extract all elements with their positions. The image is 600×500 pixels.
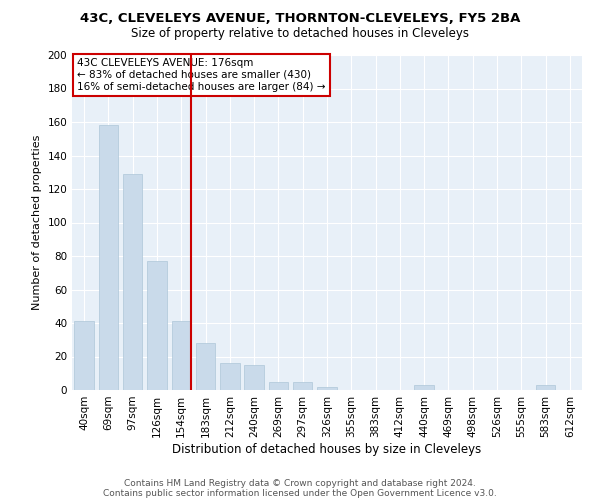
Bar — [415, 385, 434, 390]
Bar — [123, 174, 142, 390]
Bar — [147, 261, 167, 390]
Text: 43C CLEVELEYS AVENUE: 176sqm
← 83% of detached houses are smaller (430)
16% of s: 43C CLEVELEYS AVENUE: 176sqm ← 83% of de… — [77, 58, 326, 92]
X-axis label: Distribution of detached houses by size in Cleveleys: Distribution of detached houses by size … — [172, 442, 482, 456]
Text: Contains public sector information licensed under the Open Government Licence v3: Contains public sector information licen… — [103, 488, 497, 498]
Y-axis label: Number of detached properties: Number of detached properties — [32, 135, 42, 310]
Bar — [74, 322, 94, 390]
Bar — [317, 386, 337, 390]
Bar — [196, 343, 215, 390]
Bar — [244, 365, 264, 390]
Bar — [269, 382, 288, 390]
Bar — [293, 382, 313, 390]
Text: Contains HM Land Registry data © Crown copyright and database right 2024.: Contains HM Land Registry data © Crown c… — [124, 478, 476, 488]
Bar — [99, 126, 118, 390]
Text: 43C, CLEVELEYS AVENUE, THORNTON-CLEVELEYS, FY5 2BA: 43C, CLEVELEYS AVENUE, THORNTON-CLEVELEY… — [80, 12, 520, 26]
Bar — [536, 385, 555, 390]
Bar — [172, 322, 191, 390]
Bar — [220, 363, 239, 390]
Text: Size of property relative to detached houses in Cleveleys: Size of property relative to detached ho… — [131, 28, 469, 40]
